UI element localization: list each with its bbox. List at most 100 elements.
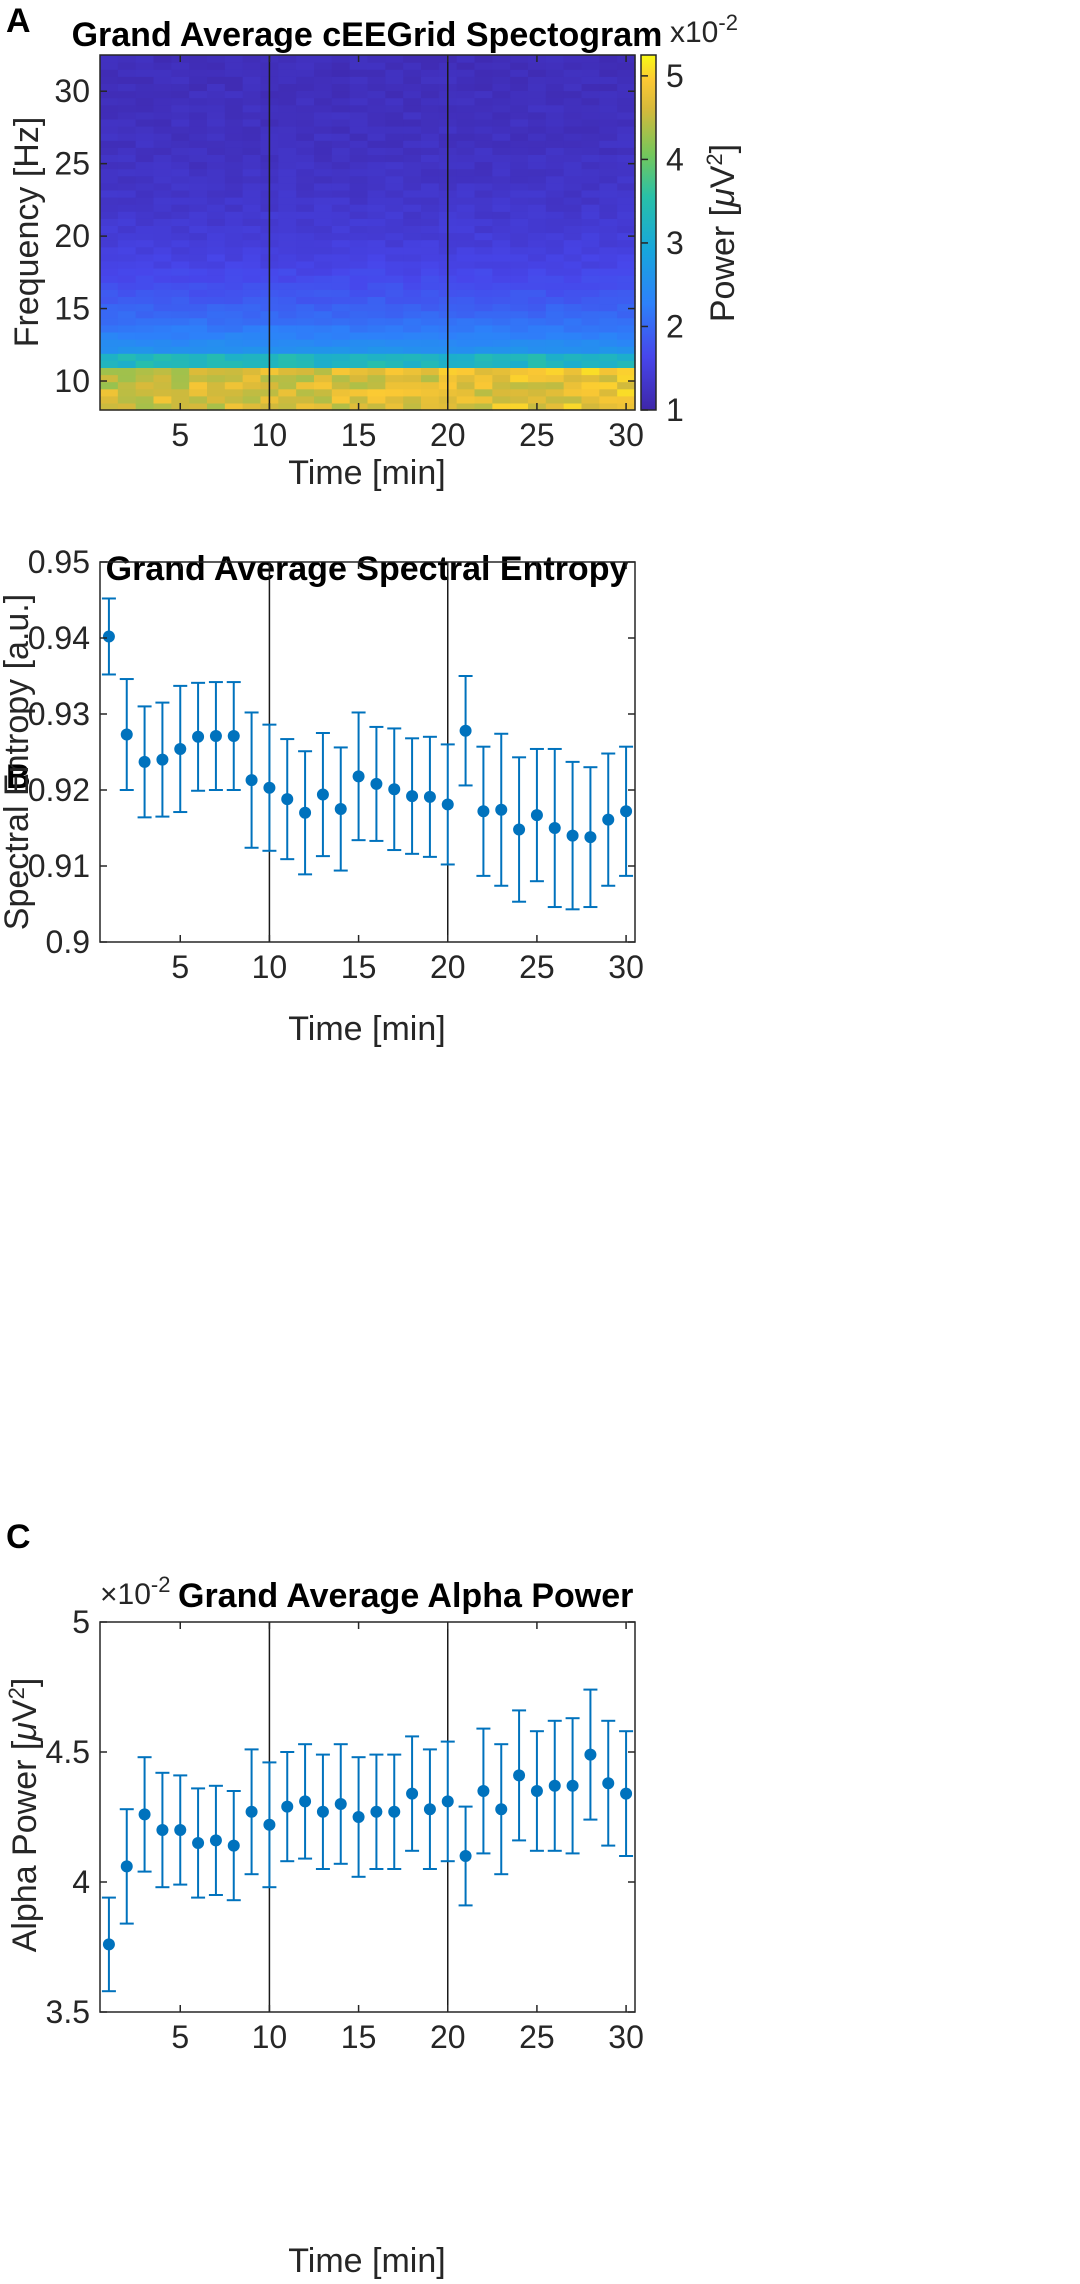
- x-tick-label: 5: [171, 949, 189, 985]
- heatmap-cell: [563, 282, 583, 290]
- heatmap-cell: [367, 154, 386, 163]
- heatmap-cell: [403, 353, 422, 361]
- heatmap-cell: [242, 182, 262, 191]
- heatmap-cell: [117, 62, 137, 70]
- heatmap-cell: [171, 189, 190, 198]
- heatmap-cell: [545, 83, 565, 92]
- heatmap-cell: [349, 126, 369, 134]
- heatmap-cell: [510, 367, 529, 376]
- heatmap-cell: [135, 282, 155, 290]
- heatmap-cell: [278, 339, 297, 347]
- heatmap-cell: [153, 296, 172, 305]
- heatmap-cell: [242, 225, 262, 234]
- heatmap-cell: [421, 388, 440, 397]
- heatmap-cell: [474, 168, 493, 177]
- heatmap-cell: [474, 239, 493, 248]
- heatmap-cell: [581, 339, 600, 347]
- marker: [370, 1805, 383, 1818]
- heatmap-cell: [153, 161, 172, 170]
- heatmap-cell: [403, 126, 422, 134]
- heatmap-cell: [135, 76, 155, 84]
- heatmap-cell: [153, 90, 172, 99]
- heatmap-cell: [331, 317, 351, 326]
- heatmap-cell: [474, 388, 493, 397]
- heatmap-cell: [153, 55, 172, 63]
- heatmap-cell: [385, 168, 404, 177]
- heatmap-cell: [492, 168, 511, 177]
- heatmap-cell: [456, 296, 476, 305]
- heatmap-cell: [224, 76, 244, 84]
- heatmap-cell: [296, 140, 315, 148]
- heatmap-cell: [135, 339, 155, 347]
- heatmap-cell: [207, 111, 226, 120]
- heatmap-cell: [456, 353, 476, 361]
- heatmap-cell: [599, 353, 618, 361]
- heatmap-cell: [510, 118, 529, 127]
- heatmap-cell: [528, 111, 547, 120]
- marker: [406, 1787, 419, 1800]
- heatmap-cell: [563, 346, 583, 354]
- heatmap-cell: [117, 175, 137, 184]
- heatmap-cell: [189, 126, 208, 134]
- heatmap-cell: [545, 90, 565, 99]
- heatmap-cell: [189, 55, 208, 63]
- heatmap-cell: [385, 296, 404, 305]
- heatmap-cell: [224, 324, 244, 333]
- heatmap-cell: [403, 83, 422, 92]
- heatmap-cell: [474, 374, 493, 383]
- heatmap-cell: [100, 197, 119, 205]
- heatmap-cell: [581, 232, 600, 241]
- heatmap-cell: [474, 69, 493, 77]
- heatmap-cell: [189, 381, 208, 390]
- heatmap-cell: [349, 282, 369, 290]
- entropy-axes-box: [99, 561, 636, 943]
- spectrogram-heatmap: [100, 55, 636, 411]
- heatmap-cell: [617, 161, 636, 170]
- heatmap-cell: [100, 303, 119, 312]
- data-point-13: [315, 1753, 330, 1870]
- heatmap-cell: [456, 303, 476, 312]
- heatmap-cell: [171, 182, 190, 191]
- heatmap-cell: [545, 218, 565, 226]
- heatmap-cell: [349, 154, 369, 163]
- heatmap-cell: [314, 76, 333, 84]
- heatmap-cell: [242, 218, 262, 226]
- heatmap-cell: [421, 367, 440, 376]
- heatmap-cell: [367, 118, 386, 127]
- heatmap-cell: [171, 76, 190, 84]
- heatmap-cell: [296, 239, 315, 248]
- heatmap-cell: [617, 317, 636, 326]
- heatmap-cell: [314, 289, 333, 297]
- heatmap-cell: [189, 83, 208, 92]
- heatmap-cell: [581, 126, 600, 134]
- heatmap-cell: [189, 175, 208, 184]
- heatmap-cell: [331, 331, 351, 340]
- heatmap-cell: [599, 175, 618, 184]
- heatmap-cell: [456, 76, 476, 84]
- heatmap-cell: [367, 175, 386, 184]
- heatmap-cell: [135, 211, 155, 219]
- heatmap-cell: [421, 339, 440, 347]
- heatmap-cell: [367, 69, 386, 77]
- heatmap-cell: [100, 339, 119, 347]
- heatmap-cell: [617, 360, 636, 368]
- heatmap-cell: [403, 275, 422, 283]
- heatmap-cell: [563, 260, 583, 269]
- heatmap-cell: [153, 388, 172, 397]
- heatmap-cell: [474, 324, 493, 333]
- heatmap-cell: [296, 317, 315, 326]
- heatmap-cell: [242, 253, 262, 262]
- heatmap-cell: [153, 97, 172, 106]
- heatmap-cell: [545, 275, 565, 283]
- heatmap-cell: [456, 246, 476, 255]
- heatmap-cell: [385, 381, 404, 390]
- heatmap-cell: [545, 402, 565, 411]
- heatmap-cell: [474, 118, 493, 127]
- heatmap-cell: [296, 189, 315, 198]
- heatmap-cell: [296, 395, 315, 404]
- heatmap-cell: [421, 246, 440, 255]
- y-tick-label: 4: [72, 1864, 90, 1900]
- heatmap-cell: [545, 197, 565, 205]
- heatmap-cell: [331, 402, 351, 411]
- heatmap-cell: [563, 55, 583, 63]
